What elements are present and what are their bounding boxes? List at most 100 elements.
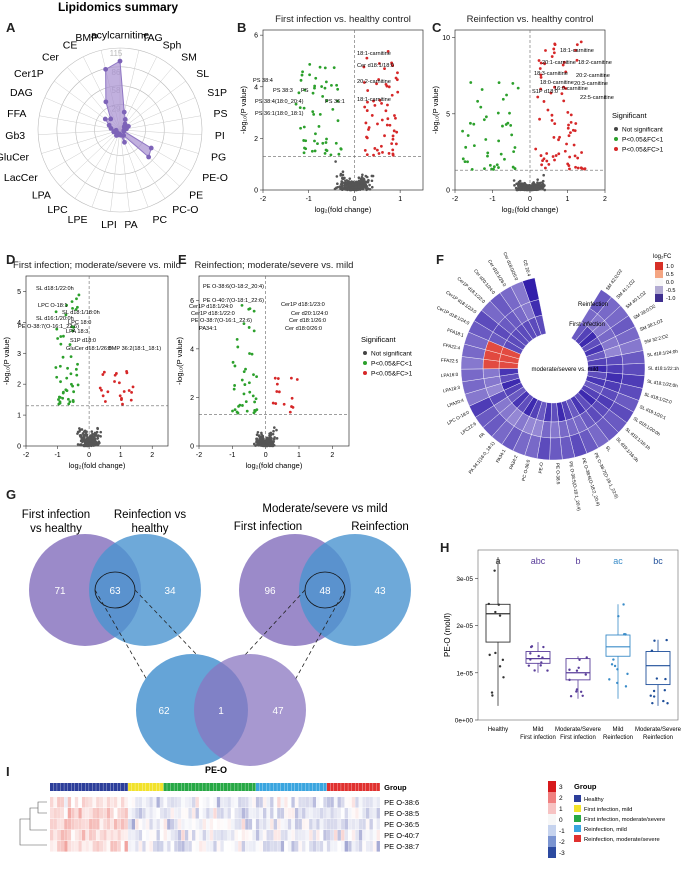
heatmap-cell [334,819,338,830]
heatmap-cell [89,797,93,808]
point-annotation: 20:3-carnitine [574,81,608,87]
category-label: Moderate/Severe [555,727,602,733]
box-point [568,678,571,682]
heatmap-cell [348,808,352,819]
heatmap-cell [337,797,341,808]
point-significant-up [396,90,400,94]
point-not-significant [271,432,275,436]
heatmap-cell [96,830,100,841]
lipid-label: LPC22:6 [460,421,478,436]
point-significant-up [275,382,279,386]
heatmap-cell [245,797,249,808]
point-significant-down [512,150,516,154]
point-significant-down [492,165,496,169]
point-significant-up [377,62,381,65]
radar-point [102,116,108,122]
heatmap-cell [89,841,93,852]
point-significant-up [295,378,299,381]
point-significant-up [365,56,369,60]
point-significant-down [464,145,468,149]
radar-category-label: LPI [101,219,117,231]
group-bar-cell [121,783,125,791]
group-legend-swatch [574,835,581,842]
heatmap-cell [355,808,359,819]
heatmap-cell [234,830,238,841]
heatmap-cell [167,808,171,819]
point-significant-down [508,111,511,115]
heatmap-cell [323,841,327,852]
point-annotation: PS 38:3 [273,88,293,94]
group-bar-cell [195,783,199,791]
point-significant-down [297,91,301,95]
venn-connector-line [134,589,198,656]
point-annotation: 18:1-carnitine [357,51,391,57]
heatmap-cell [149,808,153,819]
point-annotation: PS 38:4(18:0_20:4) [255,99,304,105]
heatmap-cell [106,841,111,852]
heatmap-cell [223,797,228,808]
heatmap-cell [231,830,235,841]
heatmap-cell [323,830,327,841]
radar-spoke [119,97,196,131]
heatmap-cell [312,797,317,808]
heatmap-cell [351,830,356,841]
radar-category-label: LPC [47,204,68,216]
point-not-significant [256,439,259,443]
panel-label-b: B [237,20,247,35]
point-significant-down [501,124,504,128]
heatmap-cell [319,819,324,830]
heatmap-cell [138,819,143,830]
lipid-label: PC O-36:0 [521,459,531,482]
point-significant-up [557,152,561,156]
heatmap-cell [344,841,348,852]
radar-spoke [91,129,121,208]
point-significant-down [55,327,59,331]
point-significant-up [131,385,135,389]
box-point [533,669,536,672]
point-significant-down [486,154,489,158]
point-not-significant [536,187,540,191]
point-significant-up [544,49,547,52]
heatmap-cell [188,841,192,852]
heatmap-cell [270,808,274,819]
point-not-significant [365,175,369,179]
volcano-reinfection: Reinfection vs. healthy control -2 -1 0 1 2 0 5… [431,14,664,214]
heatmap-cell [67,819,72,830]
point-significant-up [118,394,122,398]
scale-swatch [655,286,663,294]
heatmap-cell [312,808,317,819]
heatmap-cell [160,797,164,808]
heatmap-cell [195,819,199,830]
group-bar-cell [57,783,61,791]
heatmap-cell [85,819,89,830]
heatmap-cell [284,841,288,852]
point-significant-down [303,88,307,92]
lipid-label: LPA20:4 [446,397,464,408]
venn-right-both: 48 [319,586,331,597]
venn-bottom-both: 1 [218,706,224,717]
point-not-significant [336,182,339,186]
point-not-significant [354,185,358,189]
lipid-label: FFA18:1 [446,327,464,338]
row-label: PE O-36:5 [384,820,419,829]
point-significant-down [336,99,340,103]
group-bar-cell [192,783,196,791]
point-significant-up [545,159,549,163]
point-significant-down [294,102,298,106]
heatmap-cell [277,797,281,808]
point-significant-up [558,135,561,139]
radar-point [113,127,119,133]
heatmap-cell [103,819,107,830]
heatmap-cell [174,808,178,819]
box-point [652,695,656,698]
radar-point [121,109,127,115]
box-point [649,694,652,697]
group-bar-cell [266,783,270,791]
box-point [613,664,617,668]
point-significant-down [72,390,76,394]
point-significant-down [472,144,476,148]
radar-spoke [110,129,121,212]
scale-swatch [548,792,556,803]
y-tick-label: 2e-05 [456,623,473,630]
legend-label: Not significant [622,127,663,134]
